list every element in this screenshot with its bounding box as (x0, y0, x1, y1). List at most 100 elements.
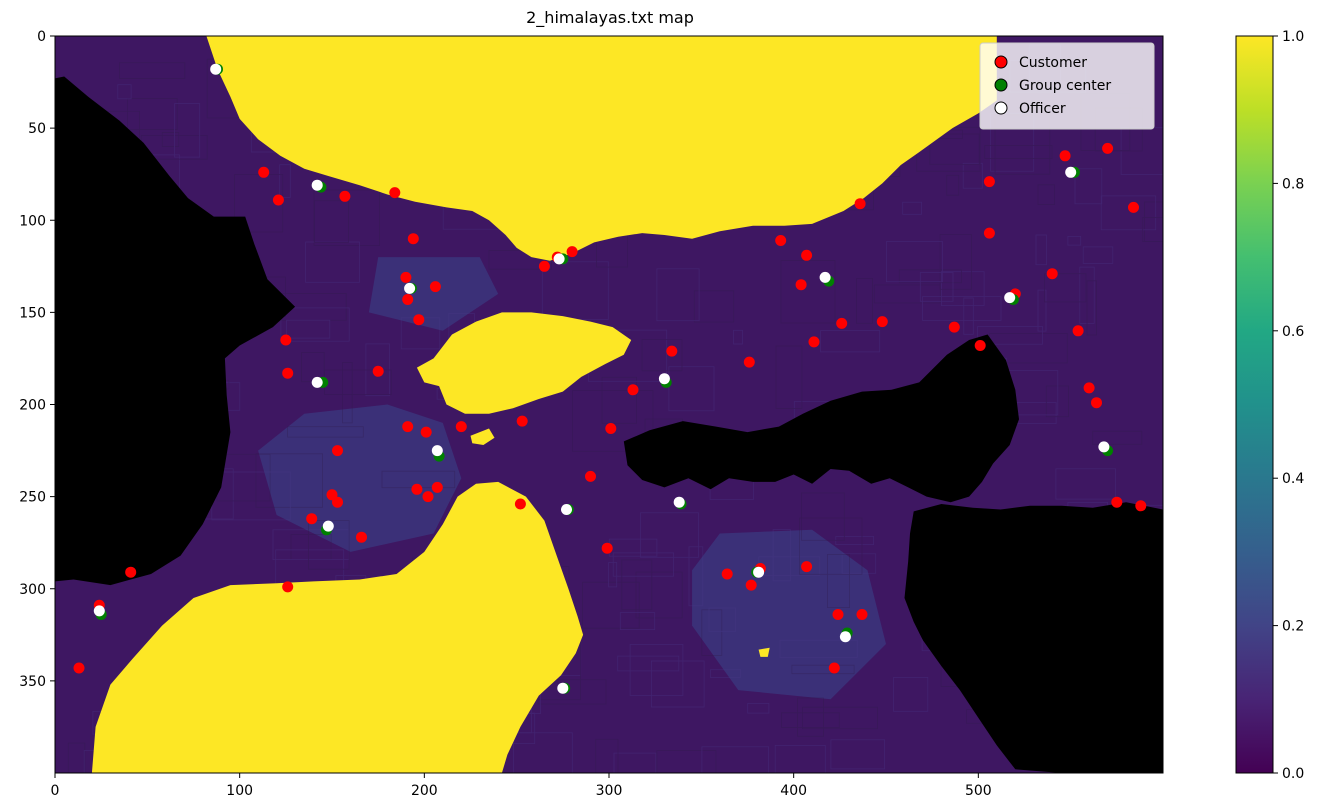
customer-point (306, 513, 318, 525)
customer-point (402, 294, 414, 305)
officer-point (311, 179, 323, 191)
officer-point (673, 496, 685, 508)
officer-point (561, 504, 572, 515)
customer-point (627, 384, 639, 396)
x-tick-label: 400 (780, 783, 807, 799)
customer-point (801, 561, 813, 573)
customer-point (1083, 382, 1095, 394)
customer-point (743, 356, 755, 368)
customer-point (983, 176, 995, 188)
customer-point (828, 662, 840, 674)
customer-point (1135, 500, 1147, 512)
customer-point (775, 235, 787, 246)
customer-point (801, 249, 813, 261)
customer-point (808, 336, 820, 348)
customer-point (258, 166, 270, 178)
customer-point (431, 481, 443, 493)
officer-point (311, 376, 323, 388)
y-tick-label: 350 (19, 674, 46, 690)
colorbar-tick-label: 0.8 (1282, 176, 1304, 192)
region-black (55, 76, 296, 586)
officer-point (431, 445, 443, 457)
map-plot-area (54, 35, 1164, 774)
customer-point (974, 340, 986, 351)
legend: Customer Group center Officer (979, 42, 1155, 130)
customer-point (795, 279, 807, 291)
officer-point (553, 253, 565, 265)
customer-point (856, 609, 868, 620)
y-axis: 0 50 100 150 200 250 300 350 (19, 29, 55, 690)
customer-point (514, 498, 526, 510)
colorbar-tick-label: 0.2 (1282, 619, 1304, 635)
customer-point (601, 542, 613, 554)
officer-point (1004, 292, 1016, 304)
customer-point (400, 271, 412, 283)
region-yellow (206, 36, 997, 261)
customer-point (538, 260, 550, 272)
customer-point (948, 321, 960, 333)
customer-point (389, 187, 401, 199)
customer-point (983, 227, 995, 239)
y-tick-label: 50 (28, 121, 46, 137)
customer-point (411, 483, 423, 495)
officer-point (93, 605, 105, 617)
customer-point (721, 568, 733, 580)
customer-point (272, 194, 284, 206)
customer-point (282, 367, 294, 379)
customer-point (280, 334, 292, 346)
customer-point (413, 314, 425, 326)
officer-point (819, 271, 831, 283)
customer-point (605, 423, 617, 434)
customer-point (566, 246, 578, 258)
colorbar-tick-label: 0.4 (1282, 471, 1304, 487)
customer-point (356, 531, 367, 543)
officer-point (1098, 441, 1110, 453)
legend-officer-label: Officer (1019, 101, 1066, 117)
legend-customer-marker (994, 55, 1008, 69)
customer-point (854, 198, 866, 210)
customer-point (332, 496, 343, 508)
customer-point (332, 445, 343, 457)
x-axis: 0 100 200 300 400 500 (51, 773, 992, 799)
legend-officer-marker (994, 101, 1008, 115)
customer-point (1102, 142, 1114, 154)
customer-point (876, 316, 888, 328)
customer-point (282, 581, 294, 593)
customer-point (429, 281, 441, 293)
customer-point (402, 421, 414, 433)
customer-point (1111, 496, 1123, 508)
customer-point (407, 233, 419, 245)
x-tick-label: 100 (226, 783, 253, 799)
region-yellow (470, 428, 495, 445)
officer-point (1065, 166, 1077, 178)
region-yellow (758, 647, 770, 657)
legend-group-center-marker (994, 78, 1008, 92)
customer-point (832, 609, 844, 620)
legend-customer-label: Customer (1019, 55, 1087, 71)
region-black (904, 502, 1163, 773)
customer-point (585, 470, 596, 482)
customer-point (455, 421, 467, 433)
y-tick-label: 100 (19, 213, 46, 229)
colorbar-tick-label: 0.6 (1282, 324, 1304, 340)
customer-point (125, 566, 137, 578)
region-yellow (416, 312, 632, 414)
customer-point (1091, 397, 1102, 409)
region-yellow (91, 481, 584, 773)
customer-point (372, 365, 384, 377)
customer-point (1072, 325, 1084, 337)
officer-point (658, 373, 670, 385)
officer-point (322, 520, 334, 532)
colorbar-tick-label: 0.0 (1282, 766, 1304, 782)
y-tick-label: 250 (19, 490, 46, 506)
officer-point (557, 682, 569, 694)
customer-point (339, 190, 351, 202)
customer-point (745, 579, 757, 591)
y-tick-label: 0 (37, 29, 46, 45)
officer-point (210, 63, 222, 75)
region-black (623, 334, 1019, 503)
officer-point (404, 282, 416, 294)
y-tick-label: 150 (19, 305, 46, 321)
y-tick-label: 200 (19, 398, 46, 414)
